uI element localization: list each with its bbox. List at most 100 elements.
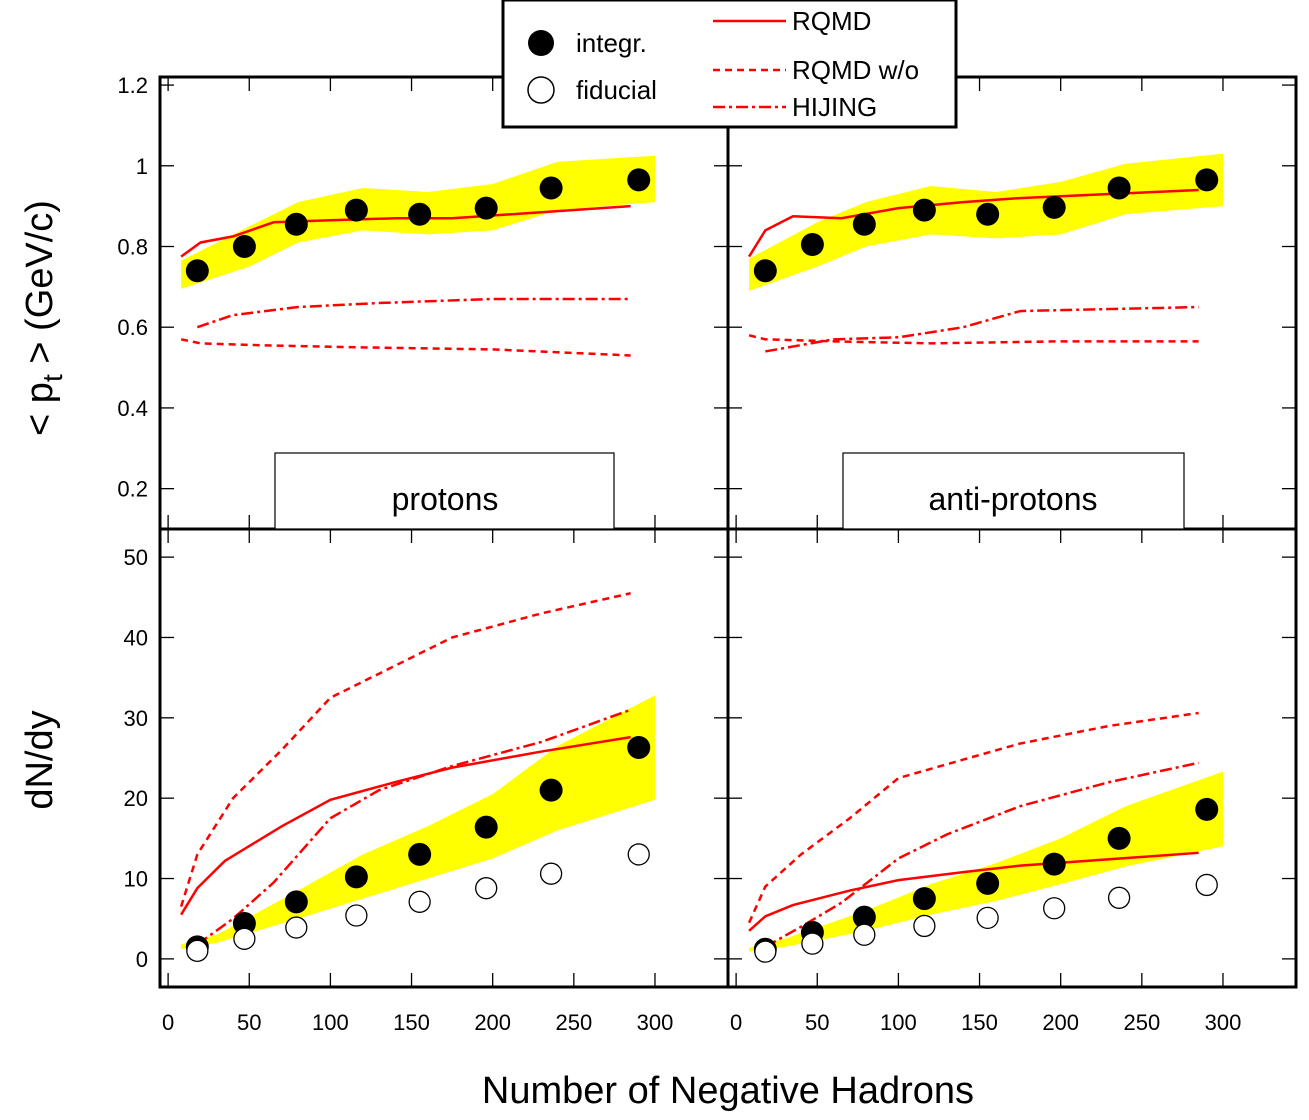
data-point-fiducial bbox=[627, 843, 650, 866]
systematic-band bbox=[181, 695, 655, 950]
data-point-integr bbox=[852, 905, 876, 929]
data-point-integr bbox=[1107, 176, 1131, 200]
data-point-integr bbox=[1107, 826, 1131, 850]
y-tick-label: 0.4 bbox=[117, 396, 148, 421]
data-point-integr bbox=[912, 198, 936, 222]
panel-label-box-anti-protons bbox=[842, 452, 1185, 530]
data-point-fiducial bbox=[186, 939, 209, 962]
data-point-integr bbox=[474, 196, 498, 220]
y-tick-label: 10 bbox=[124, 867, 148, 892]
y-axis-title-mean-pt-suffix: > (GeV/c) bbox=[19, 200, 61, 374]
legend: integr. fiducial RQMD RQMD w/o HIJING bbox=[501, 0, 958, 129]
data-point-fiducial bbox=[853, 923, 876, 946]
panel-label-protons: protons bbox=[274, 452, 615, 530]
x-axis-title: Number of Negative Hadrons bbox=[482, 1070, 974, 1112]
panel-protons-dndy: 0 10 20 30 40 50 0 50 100 150 200 250 300 bbox=[124, 529, 728, 1035]
panel-label-anti-protons: anti-protons bbox=[842, 452, 1185, 530]
data-point-integr bbox=[1042, 852, 1066, 876]
data-point-integr bbox=[185, 259, 209, 283]
data-point-fiducial bbox=[233, 927, 256, 950]
x-tick-label: 150 bbox=[393, 1010, 430, 1035]
y-tick-label: 50 bbox=[124, 545, 148, 570]
data-point-integr bbox=[539, 778, 563, 802]
panel-label-anti-protons-text: anti-protons bbox=[929, 481, 1098, 517]
x-tick-label: 250 bbox=[1123, 1010, 1160, 1035]
y-axis-title-mean-pt: < pt > (GeV/c) bbox=[19, 200, 68, 436]
model-curve-rqmd-w-o bbox=[180, 338, 631, 357]
legend-label-fiducial: fiducial bbox=[576, 75, 657, 105]
panel-anti-protons-dndy: 0 50 100 150 200 250 300 bbox=[728, 529, 1296, 1035]
data-point-integr bbox=[753, 259, 777, 283]
data-point-integr bbox=[408, 842, 432, 866]
data-point-integr bbox=[344, 865, 368, 889]
x-tick-label: 250 bbox=[555, 1010, 592, 1035]
y-axis-title-mean-pt-sub: t bbox=[37, 374, 68, 382]
data-point-integr bbox=[539, 176, 563, 200]
x-tick-label: 50 bbox=[805, 1010, 829, 1035]
x-tick-label: 300 bbox=[637, 1010, 674, 1035]
model-curve-rqmd-w-o bbox=[179, 592, 631, 908]
panel-anti-protons-mean-pt bbox=[728, 77, 1296, 529]
data-point-integr bbox=[284, 890, 308, 914]
data-point-fiducial bbox=[1043, 897, 1066, 920]
legend-label-integr: integr. bbox=[576, 28, 647, 58]
legend-label-hijing: HIJING bbox=[792, 92, 877, 122]
model-curve-rqmd bbox=[180, 204, 631, 258]
data-point-integr bbox=[852, 212, 876, 236]
model-curve-rqmd bbox=[748, 851, 1199, 932]
data-point-integr bbox=[474, 815, 498, 839]
model-curve-hijing bbox=[196, 297, 631, 329]
data-point-integr bbox=[232, 235, 256, 258]
data-point-fiducial bbox=[976, 906, 999, 930]
legend-label-rqmd: RQMD bbox=[792, 6, 871, 36]
y-axis-title-mean-pt-prefix: < p bbox=[19, 382, 61, 436]
x-tick-label: 50 bbox=[237, 1010, 261, 1035]
data-point-fiducial bbox=[285, 916, 308, 939]
data-point-fiducial bbox=[1195, 873, 1218, 897]
data-point-integr bbox=[800, 232, 824, 256]
x-tick-label: 100 bbox=[312, 1010, 349, 1035]
data-point-fiducial bbox=[408, 890, 431, 913]
x-tick-label: 0 bbox=[730, 1010, 742, 1035]
y-tick-label: 0.2 bbox=[117, 477, 148, 502]
legend-marker-fiducial bbox=[527, 76, 555, 104]
data-point-fiducial bbox=[475, 877, 498, 900]
legend-marker-integr bbox=[528, 30, 554, 56]
data-point-integr bbox=[976, 202, 1000, 226]
data-point-integr bbox=[284, 212, 308, 236]
data-point-fiducial bbox=[345, 904, 368, 927]
model-curve-hijing bbox=[765, 305, 1199, 353]
model-curve-rqmd-w-o bbox=[747, 711, 1199, 924]
y-tick-label: 0.6 bbox=[117, 315, 148, 340]
y-tick-label: 1 bbox=[136, 154, 148, 179]
x-tick-label: 100 bbox=[880, 1010, 917, 1035]
model-curve-rqmd bbox=[180, 735, 631, 916]
model-curve-rqmd-w-o bbox=[748, 334, 1199, 345]
data-point-fiducial bbox=[754, 940, 777, 963]
data-point-integr bbox=[627, 736, 651, 760]
data-point-integr bbox=[344, 198, 368, 222]
data-point-integr bbox=[1042, 195, 1066, 219]
data-point-integr bbox=[912, 887, 936, 911]
panel-label-box-protons bbox=[274, 452, 615, 530]
data-point-integr bbox=[408, 202, 432, 226]
y-tick-label: 0.8 bbox=[117, 235, 148, 260]
data-point-fiducial bbox=[913, 914, 936, 938]
y-axis-title-dndy: dN/dy bbox=[19, 710, 61, 809]
x-tick-label: 300 bbox=[1205, 1010, 1242, 1035]
panels-layer: 0.2 0.4 0.6 0.8 1 1.2 0 10 20 30 40 50 0 50 100 150 200 2… bbox=[117, 73, 1296, 1035]
data-point-fiducial bbox=[1107, 886, 1131, 909]
legend-label-rqmd-wo: RQMD w/o bbox=[792, 55, 919, 85]
data-point-fiducial bbox=[801, 932, 824, 955]
data-point-fiducial bbox=[539, 862, 563, 885]
data-point-integr bbox=[976, 871, 1000, 895]
y-tick-label: 20 bbox=[124, 786, 148, 811]
model-curve-rqmd bbox=[748, 188, 1199, 258]
y-tick-label: 0 bbox=[136, 947, 148, 972]
x-tick-label: 200 bbox=[474, 1010, 511, 1035]
model-curve-hijing bbox=[196, 708, 632, 946]
panel-protons-mean-pt: 0.2 0.4 0.6 0.8 1 1.2 bbox=[117, 73, 728, 529]
y-tick-label: 1.2 bbox=[117, 73, 148, 98]
x-tick-label: 0 bbox=[162, 1010, 174, 1035]
